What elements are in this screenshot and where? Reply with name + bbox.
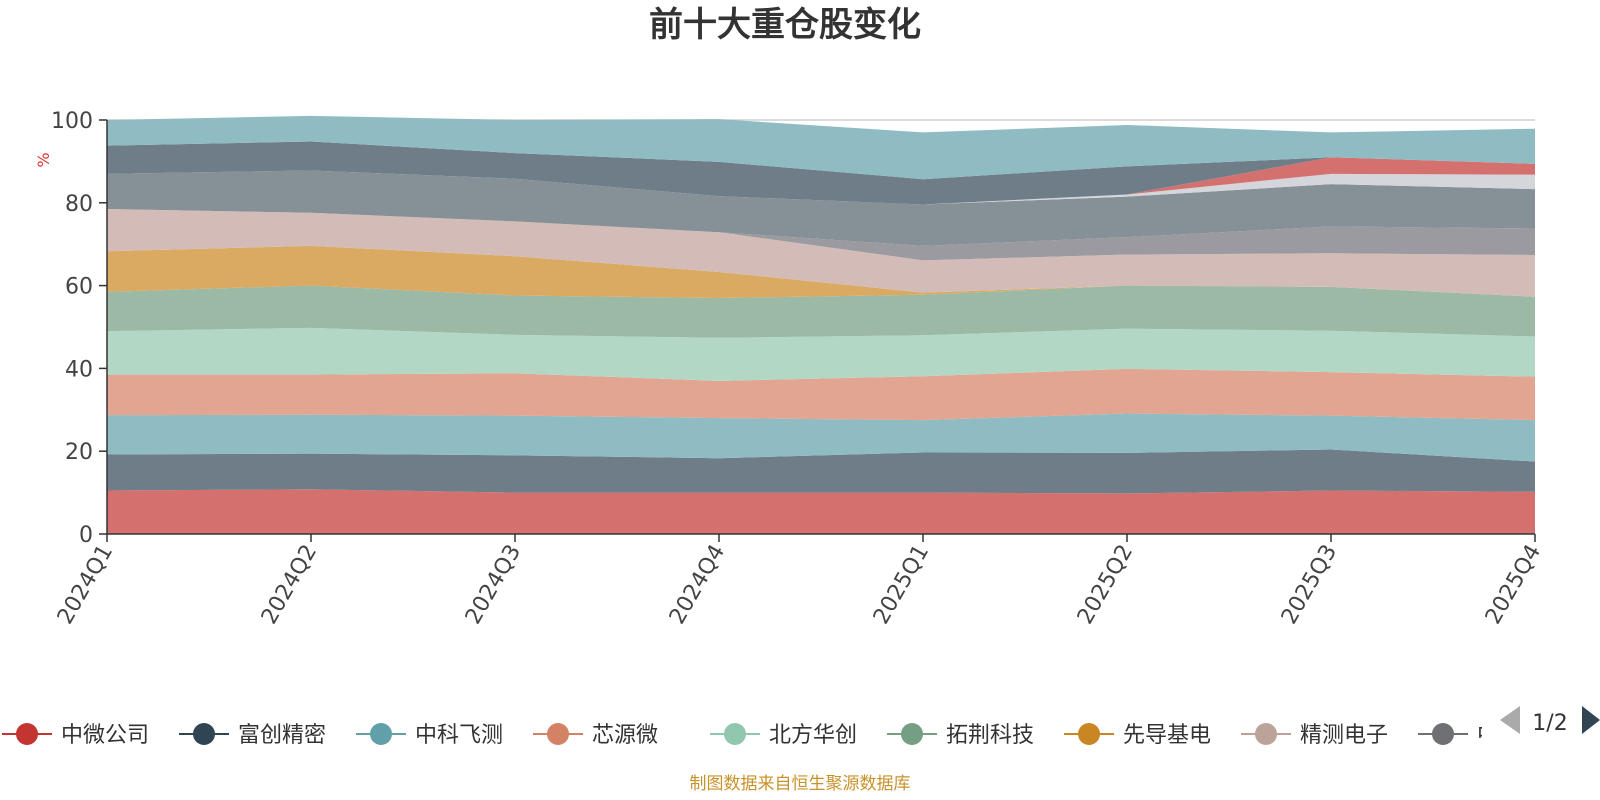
legend-circle-marker [724,723,746,745]
legend-label: 精测电子 [1300,723,1388,748]
y-tick-label: 60 [65,275,93,300]
y-tick-label: 40 [65,357,93,382]
legend-circle-marker [193,723,215,745]
area-series-13 [107,157,1535,205]
x-axis-ticks: 2024Q1 2024Q2 2024Q3 2024Q4 2025Q1 2025Q2 2025… [53,534,1546,629]
y-unit-label: % [34,152,53,167]
x-tick-label: 2024Q4 [665,541,730,629]
legend-item[interactable]: 北方华创 [710,723,857,748]
y-tick-label: 80 [65,192,93,217]
area-series-11 [107,170,1535,246]
area-series-14 [107,141,1535,205]
legend-item[interactable]: 中微公司 [2,723,149,748]
legend-label: 拓荆科技 [946,723,1034,748]
area-series-2 [107,449,1535,494]
x-tick-label: 2025Q1 [869,541,934,629]
legend-label: 先导基电 [1123,723,1211,748]
legend-circle-marker [1255,723,1277,745]
y-tick-label: 20 [65,440,93,465]
legend-circle-marker [1078,723,1100,745]
data-source-note: 制图数据来自恒生聚源数据库 [690,774,911,794]
y-axis-ticks: 0 20 40 60 80 100 [51,109,107,548]
area-series-4 [107,368,1535,421]
area-series-10 [107,209,1535,261]
area-series [107,115,1535,534]
legend-label: 中微公司 [61,723,149,748]
area-series-15 [107,115,1535,180]
legend-items: 中微公司 富创精密 中科飞测 芯源微 北方华创 拓荆科技 先导基电 精测电子 中 [2,723,1499,748]
legend-item[interactable]: 中 [1418,723,1499,748]
area-series-5 [107,327,1535,381]
legend: 中微公司 富创精密 中科飞测 芯源微 北方华创 拓荆科技 先导基电 精测电子 中 [2,723,1499,748]
legend-circle-marker [1432,723,1454,745]
legend-page-indicator: 1/2 [1532,711,1567,736]
area-series-12 [107,170,1535,205]
area-series-6 [107,285,1535,338]
legend-item[interactable]: 中科飞测 [356,723,503,748]
triangle-left-icon[interactable] [1500,706,1520,734]
x-tick-label: 2024Q3 [461,541,526,629]
legend-label: 中 [1477,723,1499,748]
legend-circle-marker [16,723,38,745]
y-tick-label: 100 [51,109,93,134]
chart-title: 前十大重仓股变化 [649,5,921,45]
legend-item[interactable]: 先导基电 [1064,723,1211,748]
axes [106,120,1535,535]
area-series-3 [107,413,1535,462]
legend-item[interactable]: 拓荆科技 [887,723,1034,748]
x-tick-label: 2025Q2 [1073,541,1138,629]
legend-pager: 1/2 [1500,706,1600,736]
legend-item[interactable]: 芯源微 [533,723,658,748]
y-tick-label: 0 [79,523,93,548]
x-tick-label: 2024Q2 [257,541,322,629]
legend-item[interactable]: 富创精密 [179,723,326,748]
x-tick-label: 2024Q1 [53,541,118,629]
area-series-7 [107,245,1535,299]
legend-circle-marker [547,723,569,745]
legend-circle-marker [370,723,392,745]
legend-circle-marker [901,723,923,745]
legend-label: 芯源微 [592,723,658,748]
legend-label: 中科飞测 [415,723,503,748]
triangle-right-icon[interactable] [1582,706,1600,734]
area-series-1 [107,489,1535,534]
legend-label: 北方华创 [769,723,857,748]
x-tick-label: 2025Q3 [1277,541,1342,629]
legend-item[interactable]: 精测电子 [1241,723,1388,748]
x-tick-label: 2025Q4 [1481,541,1546,629]
legend-label: 富创精密 [238,723,326,748]
area-series-8 [107,209,1535,297]
